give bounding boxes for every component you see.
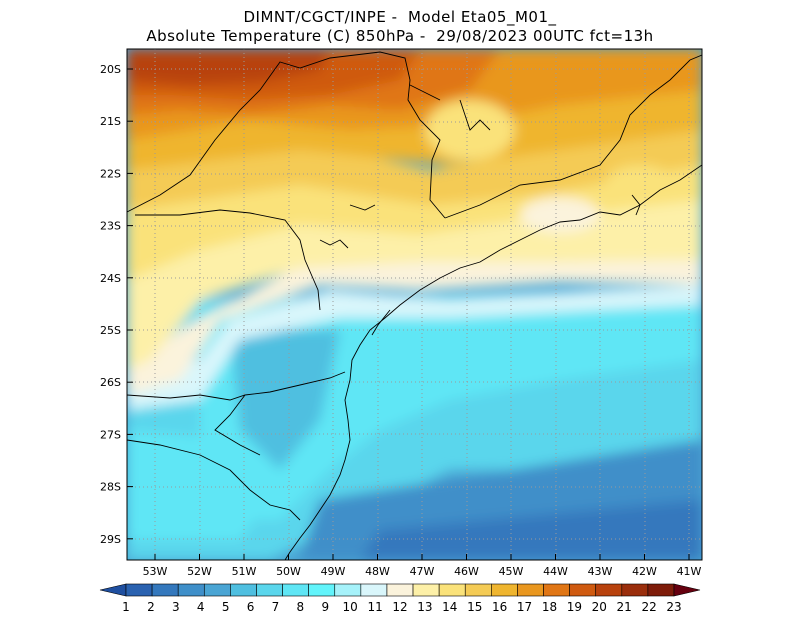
lat-label: 23S <box>100 220 121 233</box>
colorbar-label: 6 <box>247 600 255 614</box>
colorbar-label: 22 <box>641 600 656 614</box>
colorbar-label: 17 <box>517 600 532 614</box>
colorbar-label: 12 <box>392 600 407 614</box>
colorbar-label: 23 <box>666 600 681 614</box>
lon-label: 43W <box>588 565 613 578</box>
colorbar-high-arrow <box>673 583 701 597</box>
colorbar-segment <box>177 583 205 597</box>
lon-label: 45W <box>499 565 524 578</box>
chart-title-line-2: Absolute Temperature (C) 850hPa - 29/08/… <box>146 27 654 45</box>
colorbar-label: 11 <box>367 600 382 614</box>
colorbar-label: 16 <box>492 600 507 614</box>
colorbar: 1 2 3 4 5 6 7 8 9 10 11 12 13 14 15 16 17 18 19 20 21 22 23 <box>99 583 701 614</box>
chart-title-line-1: DIMNT/CGCT/INPE - Model Eta05_M01_ <box>243 8 557 26</box>
lon-label: 49W <box>321 565 346 578</box>
colorbar-label: 7 <box>272 600 280 614</box>
colorbar-label: 5 <box>222 600 230 614</box>
lon-label: 51W <box>232 565 257 578</box>
colorbar-label: 4 <box>197 600 205 614</box>
lat-label: 29S <box>100 533 121 546</box>
latitude-ticks: 20S 21S 22S 23S 24S 25S 26S 27S 28S 29S <box>100 63 133 546</box>
colorbar-label: 18 <box>542 600 557 614</box>
lon-label: 53W <box>143 565 168 578</box>
lat-label: 20S <box>100 63 121 76</box>
colorbar-label: 2 <box>147 600 155 614</box>
lon-label: 50W <box>276 565 301 578</box>
colorbar-segment <box>125 583 153 597</box>
colorbar-label: 3 <box>172 600 180 614</box>
lon-label: 48W <box>365 565 390 578</box>
lon-label: 46W <box>454 565 479 578</box>
colorbar-label: 9 <box>321 600 329 614</box>
colorbar-segment <box>412 583 440 597</box>
lat-label: 25S <box>100 324 121 337</box>
lon-label: 42W <box>632 565 657 578</box>
colorbar-label: 13 <box>417 600 432 614</box>
colorbar-segment <box>282 583 309 597</box>
colorbar-segment <box>151 583 179 597</box>
colorbar-segment <box>491 583 518 597</box>
temperature-field <box>127 49 702 560</box>
lat-label: 22S <box>100 167 121 180</box>
colorbar-segment <box>256 583 283 597</box>
colorbar-label: 1 <box>122 600 130 614</box>
colorbar-label: 21 <box>617 600 632 614</box>
colorbar-segment <box>569 583 597 597</box>
lat-label: 24S <box>100 272 121 285</box>
colorbar-segment <box>543 583 570 597</box>
colorbar-segment <box>360 583 388 597</box>
colorbar-label: 14 <box>442 600 457 614</box>
lat-label: 28S <box>100 481 121 494</box>
colorbar-segment <box>517 583 544 597</box>
lon-label: 44W <box>543 565 568 578</box>
lon-label: 47W <box>410 565 435 578</box>
colorbar-segment <box>438 583 466 597</box>
colorbar-low-arrow <box>99 583 127 597</box>
colorbar-label: 8 <box>297 600 305 614</box>
colorbar-segment <box>647 583 675 597</box>
lon-label: 41W <box>677 565 702 578</box>
colorbar-segment <box>203 583 231 597</box>
colorbar-segment <box>595 583 623 597</box>
colorbar-segment <box>464 583 492 597</box>
colorbar-segment <box>334 583 362 597</box>
colorbar-label: 15 <box>467 600 482 614</box>
colorbar-segment <box>308 583 336 597</box>
map-frame <box>126 48 703 561</box>
colorbar-label: 19 <box>567 600 582 614</box>
coastline <box>284 164 702 560</box>
lat-label: 21S <box>100 115 121 128</box>
lon-label: 52W <box>187 565 212 578</box>
lat-label: 26S <box>100 376 121 389</box>
colorbar-label: 20 <box>592 600 607 614</box>
colorbar-segment <box>621 583 649 597</box>
longitude-ticks: 53W 52W 51W 50W 49W 48W 47W 46W 45W 44W 43W 42W 41W <box>143 554 702 578</box>
colorbar-label: 10 <box>343 600 358 614</box>
political-boundaries <box>127 51 702 521</box>
lat-label: 27S <box>100 428 121 441</box>
colorbar-segment <box>230 583 257 597</box>
colorbar-segment <box>386 583 414 597</box>
